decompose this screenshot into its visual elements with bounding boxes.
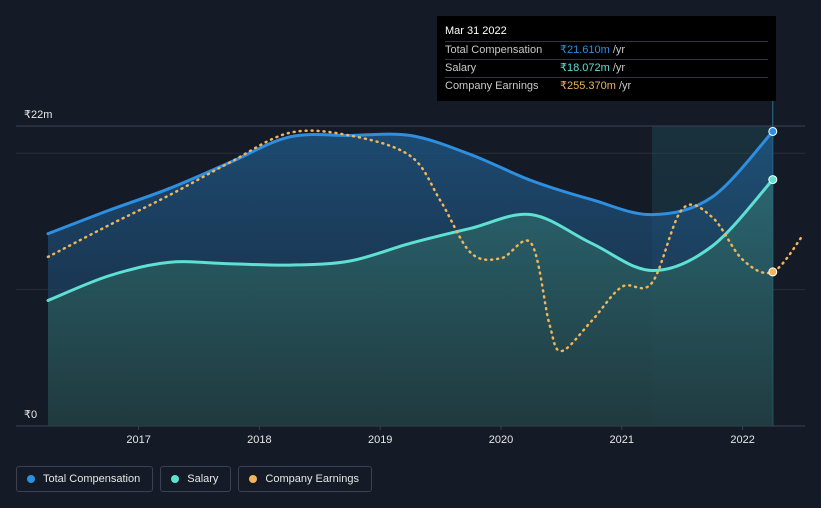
tooltip-unit: /yr xyxy=(612,44,626,56)
legend-label: Company Earnings xyxy=(265,473,359,485)
x-tick-label: 2020 xyxy=(489,434,513,446)
x-axis: 2017 2018 2019 2020 2021 2022 xyxy=(126,426,755,446)
total-compensation-line xyxy=(46,130,775,236)
x-tick-label: 2022 xyxy=(730,434,754,446)
y-axis-max-label: ₹22m xyxy=(24,109,52,121)
salary-line xyxy=(46,178,775,302)
company-earnings-marker xyxy=(768,267,778,277)
tooltip-date: Mar 31 2022 xyxy=(445,25,507,37)
legend-dot-icon xyxy=(171,475,180,483)
tooltip-label: Total Compensation xyxy=(445,44,543,56)
legend-label: Total Compensation xyxy=(43,473,141,485)
tooltip-row-total-compensation: Total Compensation ₹21.610m /yr xyxy=(445,41,768,59)
total-compensation-marker xyxy=(768,126,778,136)
salary-area xyxy=(48,179,773,426)
series-lines xyxy=(46,129,805,353)
series-areas xyxy=(48,131,773,426)
y-axis-min-label: ₹0 xyxy=(24,409,37,421)
x-tick-label: 2021 xyxy=(610,434,634,446)
data-tooltip: Mar 31 2022 Total Compensation ₹21.610m … xyxy=(437,16,776,101)
legend-dot-icon xyxy=(249,475,258,483)
tooltip-unit: /yr xyxy=(618,80,632,92)
legend-total-compensation[interactable]: Total Compensation xyxy=(16,466,154,492)
chart-legend: Total Compensation Salary Company Earnin… xyxy=(16,466,372,492)
legend-salary[interactable]: Salary xyxy=(160,466,232,492)
legend-company-earnings[interactable]: Company Earnings xyxy=(238,466,372,492)
tooltip-row-salary: Salary ₹18.072m /yr xyxy=(445,59,768,77)
salary-marker xyxy=(768,175,778,185)
legend-dot-icon xyxy=(27,475,35,483)
tooltip-value: ₹255.370m xyxy=(560,80,616,92)
x-tick-label: 2018 xyxy=(247,434,271,446)
tooltip-unit: /yr xyxy=(612,62,626,74)
legend-label: Salary xyxy=(187,473,219,485)
tooltip-value: ₹21.610m xyxy=(560,44,610,56)
tooltip-label: Salary xyxy=(445,62,477,74)
tooltip-label: Company Earnings xyxy=(445,80,539,92)
tooltip-row-company-earnings: Company Earnings ₹255.370m /yr xyxy=(445,77,768,95)
x-tick-label: 2017 xyxy=(126,434,150,446)
tooltip-value: ₹18.072m xyxy=(560,62,610,74)
company-earnings-line xyxy=(46,129,805,353)
series-markers xyxy=(768,126,778,277)
x-tick-label: 2019 xyxy=(368,434,392,446)
